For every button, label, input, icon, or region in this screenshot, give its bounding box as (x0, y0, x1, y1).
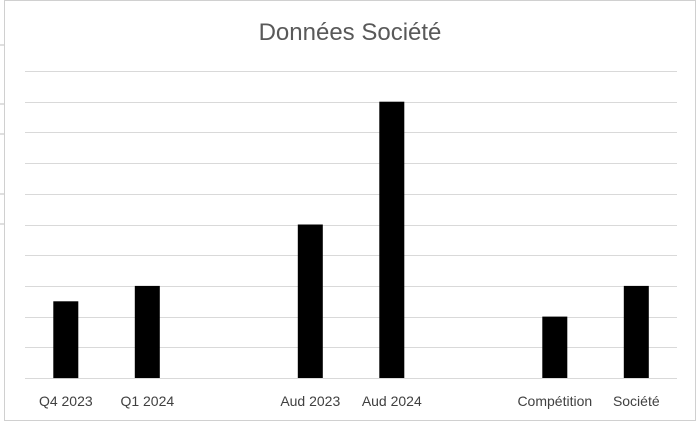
bar-q4-2023[interactable] (53, 301, 79, 379)
bar-soci-t-[interactable] (623, 285, 649, 378)
chart-title: Données Société (259, 19, 442, 46)
bar-aud-2023[interactable] (297, 224, 323, 379)
category-label: Q1 2024 (120, 393, 174, 409)
bar-q1-2024[interactable] (134, 285, 160, 378)
category-label: Société (613, 393, 660, 409)
chart-area[interactable] (4, 0, 696, 421)
bar-aud-2024[interactable] (379, 101, 405, 378)
category-label: Aud 2024 (362, 393, 422, 409)
gridlines (25, 71, 677, 379)
category-label: Compétition (517, 393, 592, 409)
sheet-edge-marks (0, 44, 4, 225)
category-label: Q4 2023 (39, 393, 93, 409)
category-label: Aud 2023 (280, 393, 340, 409)
bar-comp-tition[interactable] (542, 316, 568, 378)
bars (53, 101, 649, 379)
category-labels: Q4 2023 Q1 2024 Aud 2023 Aud 2024 Compétitio… (39, 393, 660, 409)
